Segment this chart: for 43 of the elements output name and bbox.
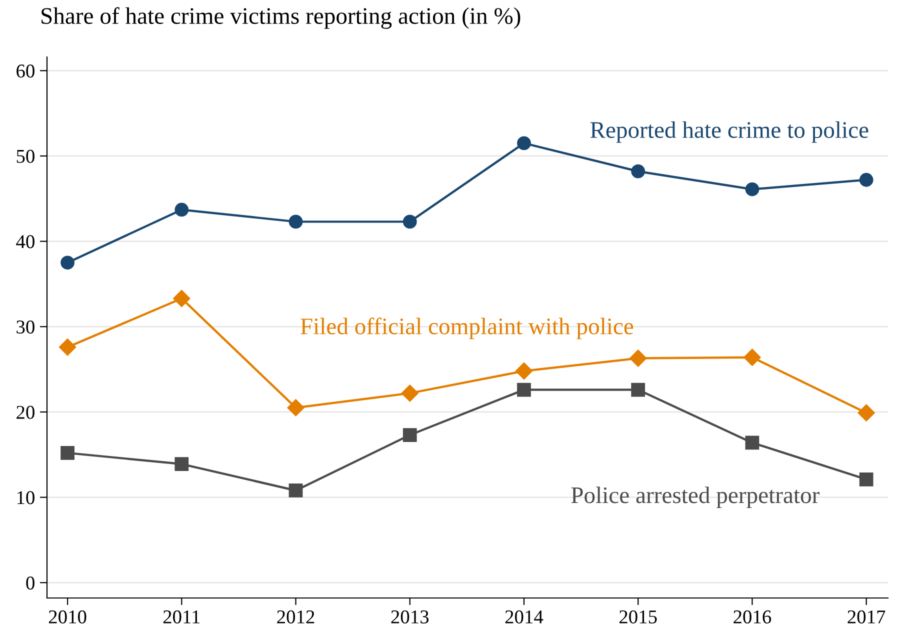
y-tick-label: 0 [26, 576, 34, 590]
y-tick-label: 60 [16, 64, 34, 78]
point [174, 202, 189, 217]
point [630, 350, 647, 367]
point [174, 457, 189, 471]
point [745, 182, 760, 196]
x-tick-label: 2016 [734, 610, 772, 624]
point [859, 472, 874, 486]
x-tick-label: 2017 [848, 610, 886, 624]
series-label: Filed official complaint with police [300, 318, 634, 340]
x-tick-label: 2011 [163, 610, 200, 624]
point [402, 214, 417, 229]
point [859, 172, 874, 187]
point [744, 348, 761, 366]
x-tick-label: 2010 [48, 610, 86, 624]
point [401, 384, 418, 402]
chart-title: Share of hate crime victims reporting action (in %) [42, 7, 520, 29]
point [58, 338, 76, 356]
point [517, 382, 531, 397]
x-tick-label: 2015 [620, 610, 657, 624]
point [515, 362, 533, 380]
point [631, 164, 646, 178]
point [173, 290, 190, 308]
series-label: Reported hate crime to police [590, 121, 868, 143]
y-tick-label: 40 [16, 235, 34, 248]
point [517, 136, 531, 150]
x-tick-label: 2014 [505, 610, 544, 624]
point [858, 404, 875, 422]
y-tick-label: 10 [17, 491, 34, 504]
y-tick-label: 30 [16, 320, 34, 334]
x-tick-label: 2013 [391, 610, 429, 624]
point [287, 399, 304, 416]
point [631, 382, 646, 397]
point [288, 484, 303, 498]
point [745, 436, 760, 450]
y-tick-label: 50 [16, 150, 34, 163]
point [402, 428, 417, 442]
series-label: Police arrested perpetrator [571, 486, 820, 508]
point [60, 256, 74, 270]
y-tick-label: 20 [16, 406, 34, 419]
point [60, 446, 74, 460]
x-tick-label: 2012 [277, 610, 314, 624]
point [288, 214, 303, 229]
